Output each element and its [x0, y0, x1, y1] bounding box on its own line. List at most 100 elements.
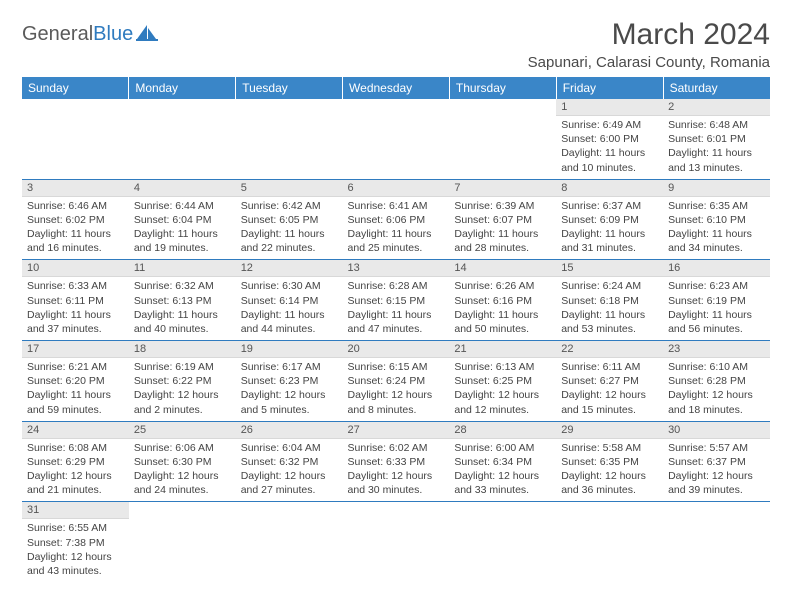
daylight-text: Daylight: 12 hours and 18 minutes.: [668, 388, 765, 416]
sunset-text: Sunset: 6:35 PM: [561, 455, 658, 469]
daylight-text: Daylight: 12 hours and 5 minutes.: [241, 388, 338, 416]
sunrise-text: Sunrise: 6:04 AM: [241, 441, 338, 455]
sunrise-text: Sunrise: 6:44 AM: [134, 199, 231, 213]
day-number: 8: [556, 180, 663, 197]
day-body: Sunrise: 6:21 AMSunset: 6:20 PMDaylight:…: [22, 358, 129, 421]
sunrise-text: Sunrise: 6:13 AM: [454, 360, 551, 374]
daylight-text: Daylight: 12 hours and 24 minutes.: [134, 469, 231, 497]
day-number: 22: [556, 341, 663, 358]
day-body: Sunrise: 6:13 AMSunset: 6:25 PMDaylight:…: [449, 358, 556, 421]
day-cell: [236, 502, 343, 582]
day-header-row: SundayMondayTuesdayWednesdayThursdayFrid…: [22, 77, 770, 99]
daylight-text: Daylight: 11 hours and 40 minutes.: [134, 308, 231, 336]
day-number: 19: [236, 341, 343, 358]
day-cell: 23Sunrise: 6:10 AMSunset: 6:28 PMDayligh…: [663, 341, 770, 422]
day-number: 17: [22, 341, 129, 358]
logo-sail-icon: [136, 24, 158, 42]
day-number: 21: [449, 341, 556, 358]
day-number: 18: [129, 341, 236, 358]
day-body: Sunrise: 6:28 AMSunset: 6:15 PMDaylight:…: [343, 277, 450, 340]
sunrise-text: Sunrise: 6:48 AM: [668, 118, 765, 132]
day-header: Monday: [129, 77, 236, 99]
day-cell: 7 Sunrise: 6:39 AMSunset: 6:07 PMDaylight…: [449, 179, 556, 260]
sunset-text: Sunset: 6:09 PM: [561, 213, 658, 227]
sunset-text: Sunset: 6:20 PM: [27, 374, 124, 388]
sunset-text: Sunset: 6:01 PM: [668, 132, 765, 146]
sunset-text: Sunset: 6:06 PM: [348, 213, 445, 227]
sunset-text: Sunset: 6:00 PM: [561, 132, 658, 146]
day-cell: 19Sunrise: 6:17 AMSunset: 6:23 PMDayligh…: [236, 341, 343, 422]
day-body: Sunrise: 6:23 AMSunset: 6:19 PMDaylight:…: [663, 277, 770, 340]
day-body: Sunrise: 6:41 AMSunset: 6:06 PMDaylight:…: [343, 197, 450, 260]
sunrise-text: Sunrise: 6:33 AM: [27, 279, 124, 293]
day-cell: 27Sunrise: 6:02 AMSunset: 6:33 PMDayligh…: [343, 421, 450, 502]
day-body: Sunrise: 6:30 AMSunset: 6:14 PMDaylight:…: [236, 277, 343, 340]
day-cell: 5Sunrise: 6:42 AMSunset: 6:05 PMDaylight…: [236, 179, 343, 260]
sunrise-text: Sunrise: 6:28 AM: [348, 279, 445, 293]
day-body: Sunrise: 6:46 AMSunset: 6:02 PMDaylight:…: [22, 197, 129, 260]
daylight-text: Daylight: 12 hours and 15 minutes.: [561, 388, 658, 416]
day-number: 31: [22, 502, 129, 519]
daylight-text: Daylight: 11 hours and 28 minutes.: [454, 227, 551, 255]
day-number: 10: [22, 260, 129, 277]
logo-word-blue: Blue: [93, 24, 133, 44]
day-body: Sunrise: 6:10 AMSunset: 6:28 PMDaylight:…: [663, 358, 770, 421]
day-number: 25: [129, 422, 236, 439]
day-cell: [343, 502, 450, 582]
day-body: Sunrise: 6:33 AMSunset: 6:11 PMDaylight:…: [22, 277, 129, 340]
week-row: 1Sunrise: 6:49 AMSunset: 6:00 PMDaylight…: [22, 99, 770, 179]
daylight-text: Daylight: 12 hours and 8 minutes.: [348, 388, 445, 416]
day-cell: [663, 502, 770, 582]
sunrise-text: Sunrise: 5:57 AM: [668, 441, 765, 455]
sunset-text: Sunset: 6:27 PM: [561, 374, 658, 388]
day-number: 14: [449, 260, 556, 277]
day-body: Sunrise: 6:17 AMSunset: 6:23 PMDaylight:…: [236, 358, 343, 421]
day-number: 7: [449, 180, 556, 197]
sunrise-text: Sunrise: 6:26 AM: [454, 279, 551, 293]
daylight-text: Daylight: 12 hours and 2 minutes.: [134, 388, 231, 416]
day-body: Sunrise: 6:49 AMSunset: 6:00 PMDaylight:…: [556, 116, 663, 179]
day-cell: 24Sunrise: 6:08 AMSunset: 6:29 PMDayligh…: [22, 421, 129, 502]
sunset-text: Sunset: 6:07 PM: [454, 213, 551, 227]
day-number: 12: [236, 260, 343, 277]
week-row: 3Sunrise: 6:46 AMSunset: 6:02 PMDaylight…: [22, 179, 770, 260]
day-cell: 15Sunrise: 6:24 AMSunset: 6:18 PMDayligh…: [556, 260, 663, 341]
day-number: 23: [663, 341, 770, 358]
day-number: 26: [236, 422, 343, 439]
day-body: Sunrise: 6:32 AMSunset: 6:13 PMDaylight:…: [129, 277, 236, 340]
day-cell: 17Sunrise: 6:21 AMSunset: 6:20 PMDayligh…: [22, 341, 129, 422]
sunrise-text: Sunrise: 6:42 AM: [241, 199, 338, 213]
daylight-text: Daylight: 12 hours and 30 minutes.: [348, 469, 445, 497]
sunrise-text: Sunrise: 6:32 AM: [134, 279, 231, 293]
day-body: Sunrise: 6:04 AMSunset: 6:32 PMDaylight:…: [236, 439, 343, 502]
day-cell: [343, 99, 450, 179]
day-number: 24: [22, 422, 129, 439]
sunset-text: Sunset: 6:24 PM: [348, 374, 445, 388]
day-cell: 26Sunrise: 6:04 AMSunset: 6:32 PMDayligh…: [236, 421, 343, 502]
day-cell: 14Sunrise: 6:26 AMSunset: 6:16 PMDayligh…: [449, 260, 556, 341]
sunset-text: Sunset: 6:37 PM: [668, 455, 765, 469]
day-body: Sunrise: 6:48 AMSunset: 6:01 PMDaylight:…: [663, 116, 770, 179]
day-cell: 2Sunrise: 6:48 AMSunset: 6:01 PMDaylight…: [663, 99, 770, 179]
daylight-text: Daylight: 12 hours and 27 minutes.: [241, 469, 338, 497]
daylight-text: Daylight: 11 hours and 10 minutes.: [561, 146, 658, 174]
sunrise-text: Sunrise: 6:35 AM: [668, 199, 765, 213]
day-body: Sunrise: 6:06 AMSunset: 6:30 PMDaylight:…: [129, 439, 236, 502]
day-header: Tuesday: [236, 77, 343, 99]
sunset-text: Sunset: 6:14 PM: [241, 294, 338, 308]
day-cell: 11Sunrise: 6:32 AMSunset: 6:13 PMDayligh…: [129, 260, 236, 341]
sunset-text: Sunset: 6:15 PM: [348, 294, 445, 308]
sunset-text: Sunset: 6:30 PM: [134, 455, 231, 469]
day-body: Sunrise: 6:02 AMSunset: 6:33 PMDaylight:…: [343, 439, 450, 502]
sunrise-text: Sunrise: 6:39 AM: [454, 199, 551, 213]
day-cell: 13Sunrise: 6:28 AMSunset: 6:15 PMDayligh…: [343, 260, 450, 341]
day-number: 4: [129, 180, 236, 197]
sunrise-text: Sunrise: 6:30 AM: [241, 279, 338, 293]
daylight-text: Daylight: 11 hours and 16 minutes.: [27, 227, 124, 255]
sunset-text: Sunset: 6:29 PM: [27, 455, 124, 469]
daylight-text: Daylight: 11 hours and 53 minutes.: [561, 308, 658, 336]
sunrise-text: Sunrise: 6:46 AM: [27, 199, 124, 213]
week-row: 10Sunrise: 6:33 AMSunset: 6:11 PMDayligh…: [22, 260, 770, 341]
sunrise-text: Sunrise: 6:55 AM: [27, 521, 124, 535]
day-cell: 8Sunrise: 6:37 AMSunset: 6:09 PMDaylight…: [556, 179, 663, 260]
